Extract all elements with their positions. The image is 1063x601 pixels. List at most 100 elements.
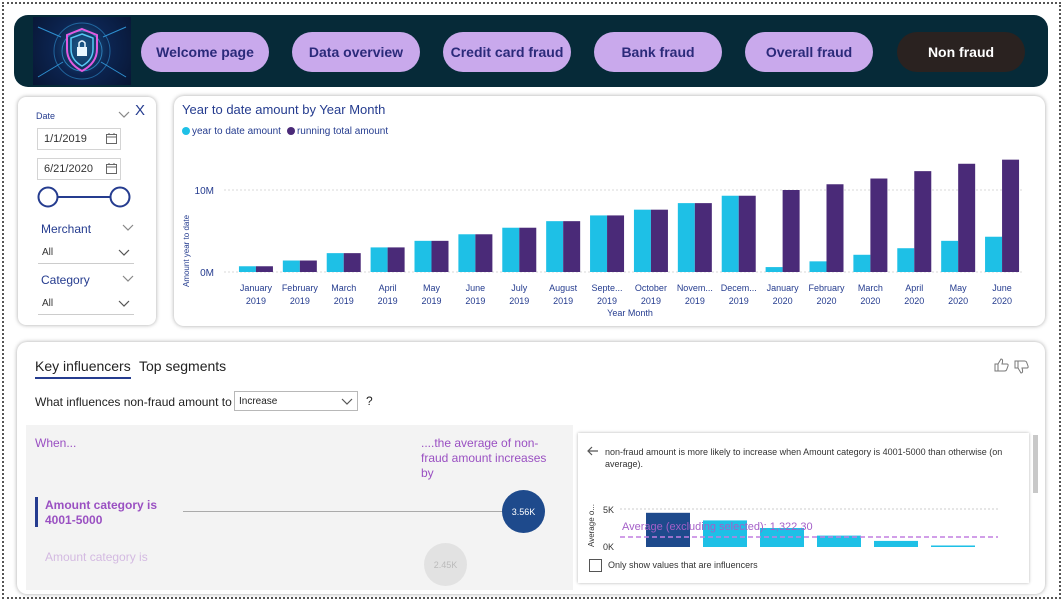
nav-overall-fraud-button[interactable]: Overall fraud [745, 32, 873, 72]
detail-bar-selected[interactable] [646, 512, 690, 547]
nav-welcome-page-button[interactable]: Welcome page [141, 32, 269, 72]
bar-running-total[interactable] [870, 178, 888, 272]
tab-key-influencers[interactable]: Key influencers [35, 358, 131, 379]
x-tick-label: 2020 [992, 296, 1012, 306]
x-tick-label: January [767, 283, 800, 293]
bar-ytd-amount[interactable] [546, 221, 564, 272]
detail-bar[interactable] [931, 545, 975, 547]
clear-filter-button[interactable]: X [135, 102, 146, 119]
calendar-icon[interactable] [106, 163, 117, 174]
x-tick-label: August [549, 283, 578, 293]
bar-running-total[interactable] [343, 253, 361, 272]
checkbox-label: Only show values that are influencers [608, 560, 758, 570]
chevron-down-icon [118, 249, 130, 256]
bar-ytd-amount[interactable] [238, 266, 256, 272]
bar-ytd-amount[interactable] [985, 236, 1003, 272]
bar-running-total[interactable] [607, 215, 625, 272]
category-dropdown[interactable]: All [38, 293, 134, 315]
detail-y-axis-label: Average o... [587, 504, 596, 547]
bar-ytd-amount[interactable] [282, 260, 300, 272]
chevron-down-icon [341, 398, 353, 405]
chevron-down-icon[interactable] [122, 224, 134, 232]
average-increase-label: ....the average of non-fraud amount incr… [421, 436, 547, 480]
bar-ytd-amount[interactable] [721, 195, 739, 272]
bar-ytd-amount[interactable] [502, 227, 520, 272]
nav-credit-card-fraud-button[interactable]: Credit card fraud [443, 32, 571, 72]
chevron-down-icon[interactable] [122, 275, 134, 283]
x-tick-label: Novem... [677, 283, 713, 293]
bar-running-total[interactable] [782, 190, 800, 272]
detail-bar[interactable] [874, 540, 918, 547]
bar-running-total[interactable] [694, 203, 712, 272]
influencer-item-label[interactable]: Amount category is [45, 550, 148, 564]
bar-running-total[interactable] [650, 209, 668, 272]
legend-item-ytd[interactable]: year to date amount [182, 126, 281, 137]
chart-legend: year to date amount running total amount [182, 126, 388, 137]
bar-ytd-amount[interactable] [590, 215, 608, 272]
bar-ytd-amount[interactable] [326, 253, 344, 272]
bar-running-total[interactable] [431, 240, 449, 272]
bar-ytd-amount[interactable] [633, 209, 651, 272]
x-tick-label: October [635, 283, 667, 293]
bar-ytd-amount[interactable] [677, 203, 695, 272]
bar-running-total[interactable] [1002, 159, 1020, 272]
nav-non-fraud-button[interactable]: Non fraud [897, 32, 1025, 72]
start-date-input[interactable]: 1/1/2019 [37, 128, 121, 150]
bar-running-total[interactable] [255, 266, 273, 272]
bar-running-total[interactable] [738, 195, 756, 272]
influencer-list: When... ....the average of non-fraud amo… [26, 425, 573, 590]
influencer-item-label[interactable]: Amount category is 4001-5000 [45, 498, 158, 527]
bar-running-total[interactable] [475, 234, 493, 272]
bar-ytd-amount[interactable] [853, 254, 871, 272]
x-tick-label: July [511, 283, 528, 293]
bar-running-total[interactable] [299, 260, 317, 272]
bar-running-total[interactable] [519, 227, 537, 272]
back-arrow-icon[interactable] [587, 446, 599, 456]
end-date-input[interactable]: 6/21/2020 [37, 158, 121, 180]
calendar-icon[interactable] [106, 133, 117, 144]
x-tick-label: 2019 [597, 296, 617, 306]
detail-bar[interactable] [703, 520, 747, 547]
bar-ytd-amount[interactable] [941, 240, 959, 272]
bar-running-total[interactable] [826, 184, 844, 272]
chevron-down-icon[interactable] [118, 111, 130, 119]
bar-ytd-amount[interactable] [370, 247, 388, 272]
influence-question: What influences non-fraud amount to [35, 395, 232, 409]
influencer-value-bubble[interactable]: 2.45K [424, 543, 467, 586]
influencer-value-bubble[interactable]: 3.56K [502, 490, 545, 533]
x-tick-label: Decem... [721, 283, 757, 293]
x-tick-label: 2019 [421, 296, 441, 306]
nav-bank-fraud-button[interactable]: Bank fraud [594, 32, 722, 72]
detail-y-tick-5k: 5K [603, 505, 614, 515]
thumbs-up-icon[interactable] [994, 358, 1010, 372]
bar-ytd-amount[interactable] [897, 248, 915, 272]
tab-top-segments[interactable]: Top segments [139, 358, 227, 374]
thumbs-down-icon[interactable] [1014, 360, 1030, 374]
detail-bar[interactable] [817, 535, 861, 547]
x-tick-label: 2020 [773, 296, 793, 306]
help-icon[interactable]: ? [366, 394, 373, 408]
bar-ytd-amount[interactable] [809, 261, 827, 272]
x-tick-label: 2020 [816, 296, 836, 306]
bar-ytd-amount[interactable] [458, 234, 476, 272]
legend-item-running-total[interactable]: running total amount [286, 126, 388, 137]
detail-scrollbar[interactable] [1033, 435, 1038, 493]
bar-running-total[interactable] [958, 163, 976, 272]
increase-select[interactable]: Increase [234, 391, 358, 411]
ytd-chart-card: Year to date amount by Year Month year t… [174, 96, 1045, 326]
when-label: When... [35, 436, 77, 450]
bar-running-total[interactable] [387, 247, 405, 272]
bar-ytd-amount[interactable] [414, 240, 432, 272]
date-label: Date [36, 111, 56, 121]
influencers-only-checkbox[interactable] [589, 559, 602, 572]
merchant-dropdown[interactable]: All [38, 242, 134, 264]
x-tick-label: February [808, 283, 845, 293]
bar-ytd-amount[interactable] [765, 267, 783, 272]
bar-running-total[interactable] [563, 221, 581, 272]
header-bar: Welcome page Data overview Credit card f… [14, 15, 1048, 87]
date-range-slider[interactable] [36, 185, 132, 209]
bar-running-total[interactable] [914, 171, 932, 272]
nav-data-overview-button[interactable]: Data overview [292, 32, 420, 72]
slider-end-handle [109, 186, 131, 208]
